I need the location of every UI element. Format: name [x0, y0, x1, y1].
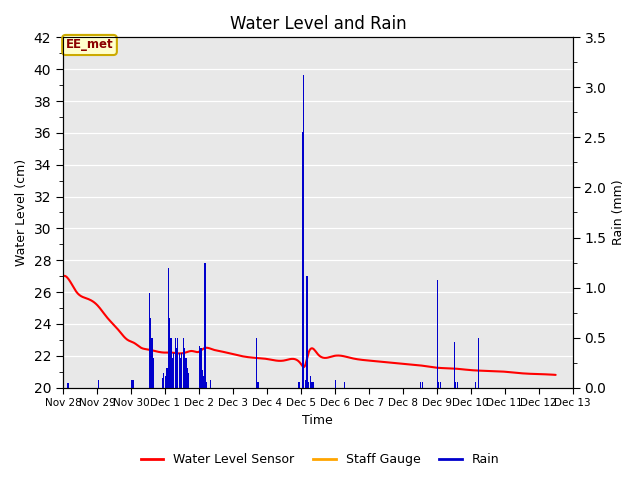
- Bar: [132, 380, 134, 388]
- Bar: [67, 383, 68, 388]
- Bar: [168, 267, 169, 388]
- Bar: [454, 342, 455, 388]
- Bar: [302, 132, 303, 388]
- Bar: [131, 380, 132, 388]
- Y-axis label: Rain (mm): Rain (mm): [612, 180, 625, 245]
- Bar: [202, 370, 203, 388]
- Y-axis label: Water Level (cm): Water Level (cm): [15, 159, 28, 266]
- Bar: [181, 353, 182, 388]
- Bar: [210, 380, 211, 388]
- Bar: [298, 382, 299, 388]
- Bar: [177, 337, 179, 388]
- Title: Water Level and Rain: Water Level and Rain: [230, 15, 406, 33]
- Text: EE_met: EE_met: [66, 38, 113, 51]
- Bar: [344, 382, 345, 388]
- Bar: [256, 337, 257, 388]
- Bar: [170, 337, 172, 388]
- Bar: [162, 378, 163, 388]
- Bar: [203, 376, 204, 388]
- Bar: [176, 348, 177, 388]
- Bar: [204, 263, 205, 388]
- Bar: [98, 380, 99, 388]
- Bar: [257, 382, 259, 388]
- X-axis label: Time: Time: [303, 414, 333, 427]
- Bar: [335, 380, 336, 388]
- Bar: [182, 337, 184, 388]
- Bar: [422, 382, 423, 388]
- Bar: [308, 382, 309, 388]
- Bar: [179, 353, 180, 388]
- Bar: [477, 337, 479, 388]
- Bar: [184, 348, 185, 388]
- Bar: [169, 318, 170, 388]
- Bar: [307, 276, 308, 388]
- Bar: [152, 358, 154, 388]
- Bar: [175, 337, 176, 388]
- Legend: Water Level Sensor, Staff Gauge, Rain: Water Level Sensor, Staff Gauge, Rain: [136, 448, 504, 471]
- Bar: [311, 382, 312, 388]
- Bar: [312, 382, 314, 388]
- Bar: [199, 346, 200, 388]
- Bar: [206, 382, 207, 388]
- Bar: [438, 382, 440, 388]
- Bar: [303, 75, 305, 388]
- Bar: [455, 382, 456, 388]
- Bar: [166, 368, 168, 388]
- Bar: [188, 372, 189, 388]
- Bar: [305, 380, 306, 388]
- Bar: [186, 358, 187, 388]
- Bar: [456, 382, 458, 388]
- Bar: [299, 382, 300, 388]
- Bar: [180, 358, 181, 388]
- Bar: [420, 382, 421, 388]
- Bar: [437, 279, 438, 388]
- Bar: [173, 353, 174, 388]
- Bar: [440, 382, 441, 388]
- Bar: [310, 376, 311, 388]
- Bar: [172, 358, 173, 388]
- Bar: [163, 372, 164, 388]
- Bar: [200, 348, 202, 388]
- Bar: [187, 368, 188, 388]
- Bar: [149, 292, 150, 388]
- Bar: [165, 376, 166, 388]
- Bar: [150, 318, 151, 388]
